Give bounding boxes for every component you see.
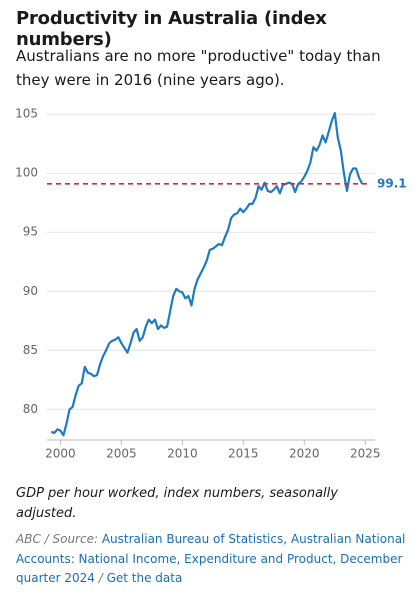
y-tick-label: 100 xyxy=(15,166,38,180)
data-link[interactable]: Get the data xyxy=(106,571,183,585)
x-tick-label: 2015 xyxy=(228,447,259,461)
x-tick-label: 2005 xyxy=(106,447,137,461)
chart-subtitle: Australians are no more "productive" tod… xyxy=(16,47,381,89)
x-tick-label: 2025 xyxy=(350,447,381,461)
y-tick-label: 105 xyxy=(15,107,38,121)
chart: 80 85 90 95 100 105 2000 2005 2010 2015 2020 2025 99… xyxy=(15,107,407,461)
data-line xyxy=(50,111,364,437)
chart-title: Productivity in Australia (index numbers… xyxy=(16,8,327,50)
chart-note: GDP per hour worked, index numbers, seas… xyxy=(16,486,338,521)
source: ABC / Source: Australian Bureau of Stati… xyxy=(16,530,411,589)
x-tick-label: 2000 xyxy=(45,447,76,461)
source-text[interactable]: Australian Bureau of Statistics, Austral… xyxy=(16,532,406,585)
x-tick-label: 2010 xyxy=(167,447,198,461)
y-tick-label: 80 xyxy=(23,402,38,416)
x-tick-label: 2020 xyxy=(289,447,320,461)
y-tick-label: 85 xyxy=(23,343,38,357)
separator: / xyxy=(98,571,103,585)
reference-label: 99.1 xyxy=(377,176,407,190)
y-tick-label: 95 xyxy=(23,225,38,239)
y-tick-label: 90 xyxy=(23,284,38,298)
source-prefix: ABC / Source: xyxy=(16,532,99,546)
